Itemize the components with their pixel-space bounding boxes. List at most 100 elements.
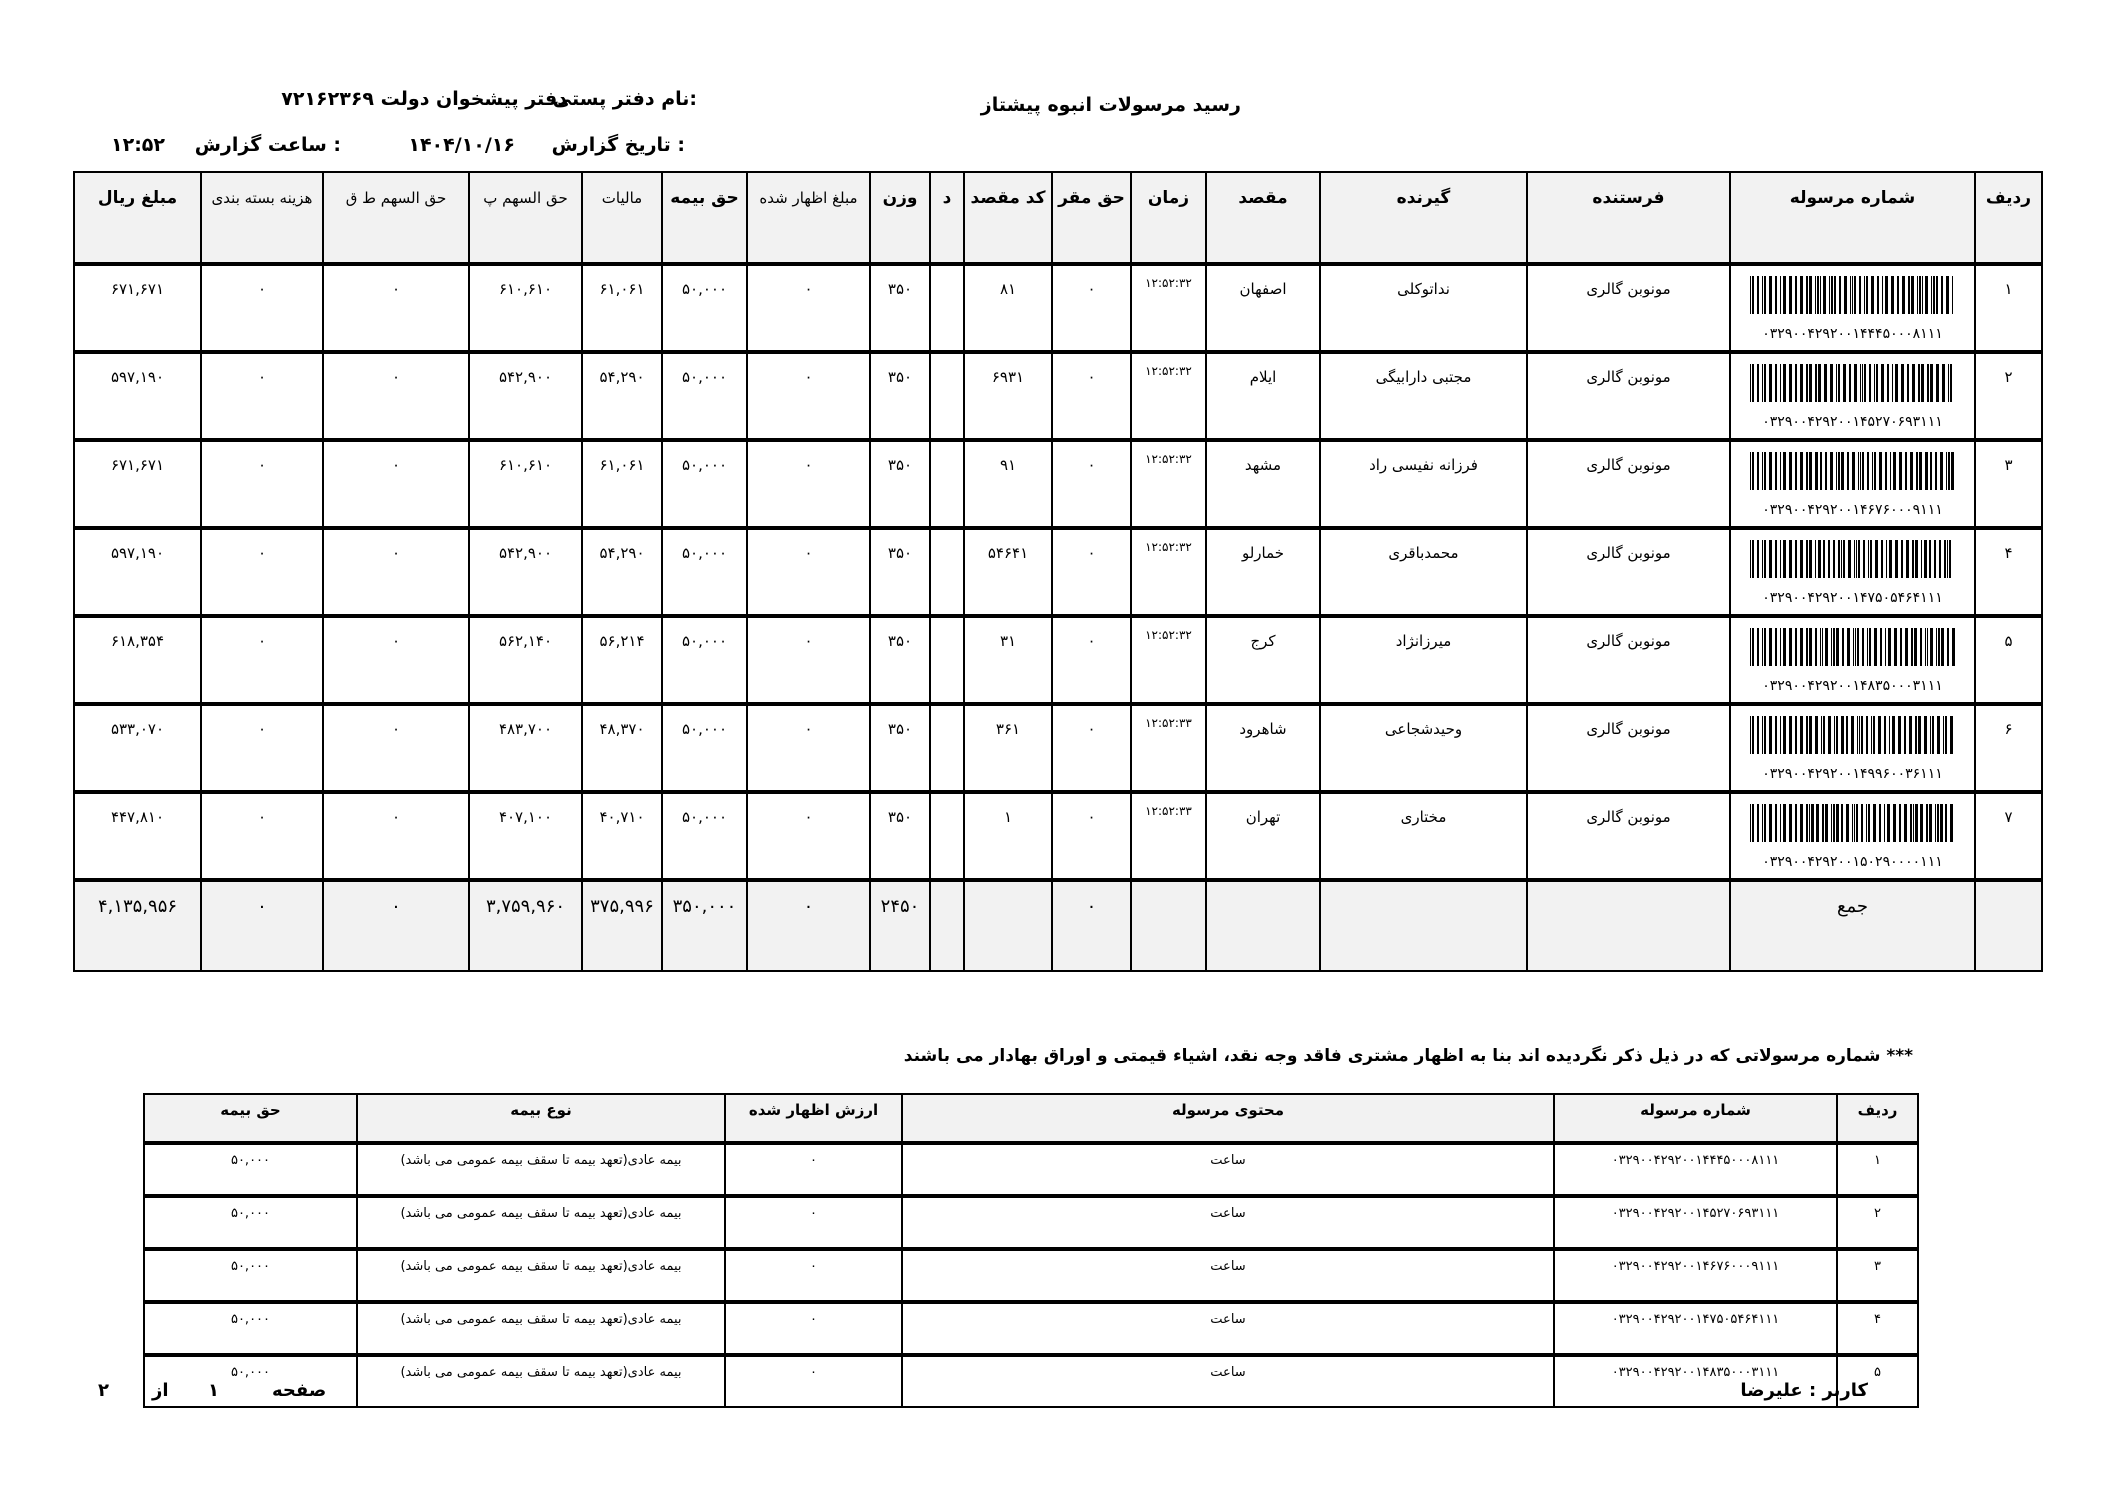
table-cell: ۰ — [746, 614, 871, 705]
barcode-bar — [1824, 628, 1828, 666]
barcode-bar — [1944, 716, 1947, 754]
barcode-bar — [1947, 364, 1949, 402]
barcode-bar — [1907, 276, 1910, 314]
table-cell: ۰ — [1051, 438, 1132, 529]
barcode-bar — [1896, 276, 1899, 314]
table-cell: ۵۰,۰۰۰ — [661, 790, 748, 881]
table-cell: نداتوکلی — [1319, 262, 1528, 353]
insurance-column-header: ارزش اظهار شده — [724, 1093, 903, 1144]
barcode-bar — [1763, 804, 1766, 842]
barcode-bar — [1814, 716, 1818, 754]
table-cell: ۸۱ — [963, 262, 1053, 353]
barcode-bar — [1788, 364, 1792, 402]
barcode-bar — [1873, 364, 1875, 402]
total-cell — [963, 878, 1053, 972]
column-header: حق مقر — [1051, 171, 1132, 265]
insurance-column-header: شماره مرسوله — [1553, 1093, 1838, 1144]
barcode-bar — [1920, 540, 1922, 578]
column-header: گیرنده — [1319, 171, 1528, 265]
tracking-number: ۰۳۲۹۰۰۴۲۹۲۰۰۱۴۹۹۶۰۰۳۶۱۱۱ — [1762, 766, 1943, 782]
barcode-bar — [1904, 452, 1907, 490]
table-cell — [929, 614, 965, 705]
table-cell: ۳۵۰ — [869, 790, 931, 881]
table-cell: مجتبی دارابیگی — [1319, 350, 1528, 441]
barcode-bar — [1936, 804, 1939, 842]
table-cell: ۳ — [1974, 438, 2043, 529]
insurance-cell: ۰ — [724, 1194, 903, 1250]
table-cell: ۰ — [322, 526, 470, 617]
barcode-bar — [1823, 364, 1827, 402]
barcode-bar — [1852, 628, 1854, 666]
table-cell: ۰ — [746, 702, 871, 793]
barcode-bar — [1749, 628, 1751, 666]
tracking-number-cell: ۰۳۲۹۰۰۴۲۹۲۰۰۱۴۷۵۰۵۴۶۴۱۱۱ — [1729, 526, 1976, 617]
barcode-bar — [1814, 452, 1818, 490]
barcode-bar — [1822, 540, 1825, 578]
barcode-bar — [1883, 716, 1886, 754]
barcode-bar — [1774, 364, 1777, 402]
barcode-bar — [1846, 628, 1850, 666]
barcode-bar — [1763, 276, 1766, 314]
total-cell: ۰ — [746, 878, 871, 972]
barcode-bar — [1946, 540, 1948, 578]
barcode-bar — [1756, 540, 1759, 578]
table-cell: ۶۱۰,۶۱۰ — [468, 438, 583, 529]
barcode-bar — [1761, 364, 1763, 402]
office-value: دفتر پیشخوان دولت ۷۲۱۶۲۳۶۹ — [281, 88, 567, 110]
barcode-bar — [1908, 716, 1912, 754]
column-header: مقصد — [1205, 171, 1321, 265]
barcode-bar — [1941, 364, 1945, 402]
barcode-bar — [1854, 628, 1856, 666]
footer-page-total: ۲ — [98, 1380, 109, 1401]
barcode-bar — [1911, 540, 1914, 578]
barcode-bar — [1774, 276, 1777, 314]
barcode-bar — [1819, 276, 1821, 314]
column-header: فرستنده — [1526, 171, 1731, 265]
insurance-row: ۳ ۰۳۲۹۰۰۴۲۹۲۰۰۱۴۶۷۶۰۰۰۹۱۱۱ ساعت ۰ بیمه عادی(… — [143, 1247, 1919, 1303]
barcode-bar — [1808, 628, 1812, 666]
table-cell: ۰ — [322, 790, 470, 881]
barcode-bar — [1928, 540, 1931, 578]
barcode-bar — [1855, 540, 1857, 578]
insurance-cell: ۰۳۲۹۰۰۴۲۹۲۰۰۱۴۷۵۰۵۴۶۴۱۱۱ — [1553, 1300, 1838, 1356]
barcode-bar — [1919, 628, 1922, 666]
barcode-bar — [1799, 364, 1803, 402]
barcode-bar — [1900, 364, 1904, 402]
barcode-bar — [1761, 804, 1763, 842]
barcode-bar — [1833, 716, 1835, 754]
barcode-bar — [1951, 276, 1953, 314]
barcode-bar — [1782, 452, 1786, 490]
table-cell: کرج — [1205, 614, 1321, 705]
total-cell: ۳۷۵,۹۹۶ — [581, 878, 663, 972]
tracking-number-cell: ۰۳۲۹۰۰۴۲۹۲۰۰۱۴۸۳۵۰۰۰۳۱۱۱ — [1729, 614, 1976, 705]
barcode-bar — [1763, 716, 1766, 754]
barcode-bar — [1749, 804, 1751, 842]
barcode-bar — [1814, 276, 1816, 314]
barcode-icon — [1749, 364, 1952, 402]
barcode-bar — [1837, 364, 1840, 402]
barcode-bar — [1749, 716, 1751, 754]
table-cell: ۱۲:۵۲:۳۳ — [1130, 790, 1207, 881]
barcode-bar — [1846, 452, 1849, 490]
barcode-bar — [1881, 276, 1883, 314]
table-cell — [929, 438, 965, 529]
barcode-bar — [1817, 364, 1821, 402]
barcode-bar — [1751, 540, 1754, 578]
barcode-bar — [1930, 276, 1932, 314]
barcode-bar — [1782, 804, 1786, 842]
barcode-bar — [1914, 804, 1918, 842]
barcode-bar — [1903, 716, 1906, 754]
barcode-bar — [1788, 804, 1792, 842]
table-cell: ۵ — [1974, 614, 2043, 705]
table-cell: ۶ — [1974, 702, 2043, 793]
notice-text: *** شماره مرسولاتی که در ذیل ذکر نگردیده… — [903, 1046, 1913, 1066]
barcode-bar — [1861, 452, 1864, 490]
table-cell: ۰ — [746, 438, 871, 529]
barcode-bar — [1808, 540, 1812, 578]
barcode-bar — [1910, 628, 1913, 666]
table-cell: ۵۹۷,۱۹۰ — [73, 526, 202, 617]
barcode-bar — [1892, 452, 1896, 490]
table-cell: مونوبن گالری — [1526, 614, 1731, 705]
barcode-bar — [1835, 628, 1839, 666]
barcode-bar — [1794, 452, 1797, 490]
